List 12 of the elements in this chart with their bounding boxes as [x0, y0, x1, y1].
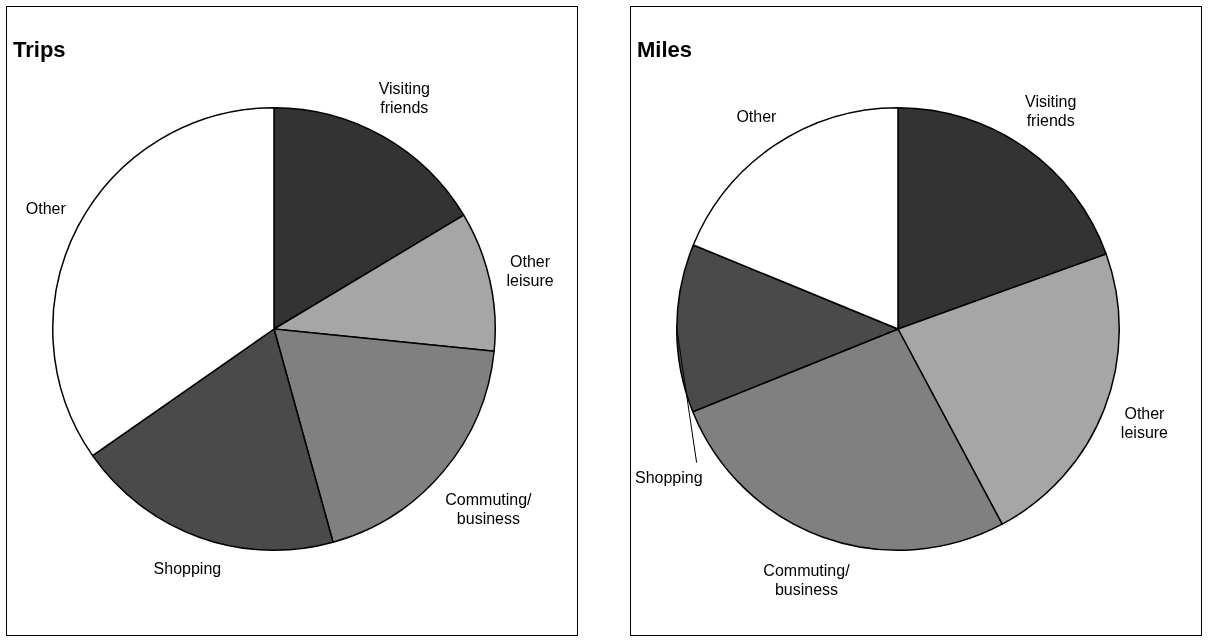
slice-label: Shopping — [635, 468, 703, 486]
slice-label: Other — [25, 200, 67, 218]
slice-label: Other leisure — [506, 252, 554, 289]
slice-label: Visiting friends — [378, 79, 430, 116]
slice-label: Commuting/ business — [445, 490, 533, 527]
slice-label: Other leisure — [1120, 404, 1169, 441]
chart-title: Trips — [13, 37, 66, 63]
slice-label: Other — [736, 108, 778, 126]
slice-label: Shopping — [153, 559, 222, 577]
slice-label: Visiting friends — [1025, 92, 1077, 129]
chart-title: Miles — [637, 37, 693, 63]
slice-label: Commuting/ business — [763, 561, 851, 598]
